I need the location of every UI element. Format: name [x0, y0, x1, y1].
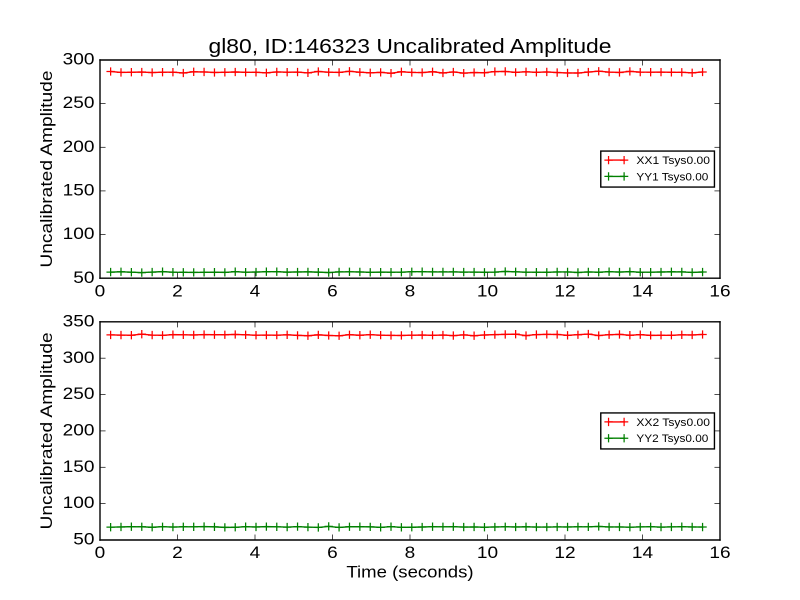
svg-text:0: 0 — [95, 543, 106, 562]
svg-text:XX1 Tsys0.00: XX1 Tsys0.00 — [636, 155, 710, 167]
svg-text:300: 300 — [63, 50, 95, 69]
svg-text:150: 150 — [63, 457, 95, 476]
svg-text:6: 6 — [327, 281, 338, 300]
svg-text:200: 200 — [63, 137, 95, 156]
svg-text:100: 100 — [63, 493, 95, 512]
svg-text:16: 16 — [709, 543, 730, 562]
svg-text:Time (seconds): Time (seconds) — [346, 562, 473, 581]
svg-text:50: 50 — [73, 530, 94, 549]
svg-text:8: 8 — [405, 281, 416, 300]
svg-text:gl80, ID:146323 Uncalibrated A: gl80, ID:146323 Uncalibrated Amplitude — [208, 36, 611, 58]
svg-text:14: 14 — [632, 281, 653, 300]
svg-text:2: 2 — [172, 281, 183, 300]
svg-text:2: 2 — [172, 543, 183, 562]
svg-text:YY2 Tsys0.00: YY2 Tsys0.00 — [636, 433, 708, 445]
svg-text:0: 0 — [95, 281, 106, 300]
svg-text:12: 12 — [554, 543, 575, 562]
svg-text:4: 4 — [250, 543, 261, 562]
svg-text:4: 4 — [250, 281, 261, 300]
svg-text:100: 100 — [63, 224, 95, 243]
svg-text:8: 8 — [405, 543, 416, 562]
svg-text:XX2 Tsys0.00: XX2 Tsys0.00 — [636, 417, 710, 429]
svg-text:16: 16 — [709, 281, 730, 300]
svg-text:250: 250 — [63, 93, 95, 112]
svg-text:350: 350 — [63, 311, 95, 330]
svg-text:250: 250 — [63, 384, 95, 403]
svg-text:50: 50 — [73, 268, 94, 287]
svg-text:150: 150 — [63, 181, 95, 200]
svg-text:Uncalibrated Amplitude: Uncalibrated Amplitude — [37, 71, 56, 268]
svg-text:10: 10 — [477, 281, 498, 300]
svg-text:10: 10 — [477, 543, 498, 562]
svg-text:300: 300 — [63, 348, 95, 367]
svg-text:6: 6 — [327, 543, 338, 562]
svg-text:Uncalibrated Amplitude: Uncalibrated Amplitude — [37, 332, 56, 529]
svg-text:12: 12 — [554, 281, 575, 300]
svg-text:YY1 Tsys0.00: YY1 Tsys0.00 — [636, 171, 708, 183]
svg-text:14: 14 — [632, 543, 653, 562]
svg-text:200: 200 — [63, 421, 95, 440]
